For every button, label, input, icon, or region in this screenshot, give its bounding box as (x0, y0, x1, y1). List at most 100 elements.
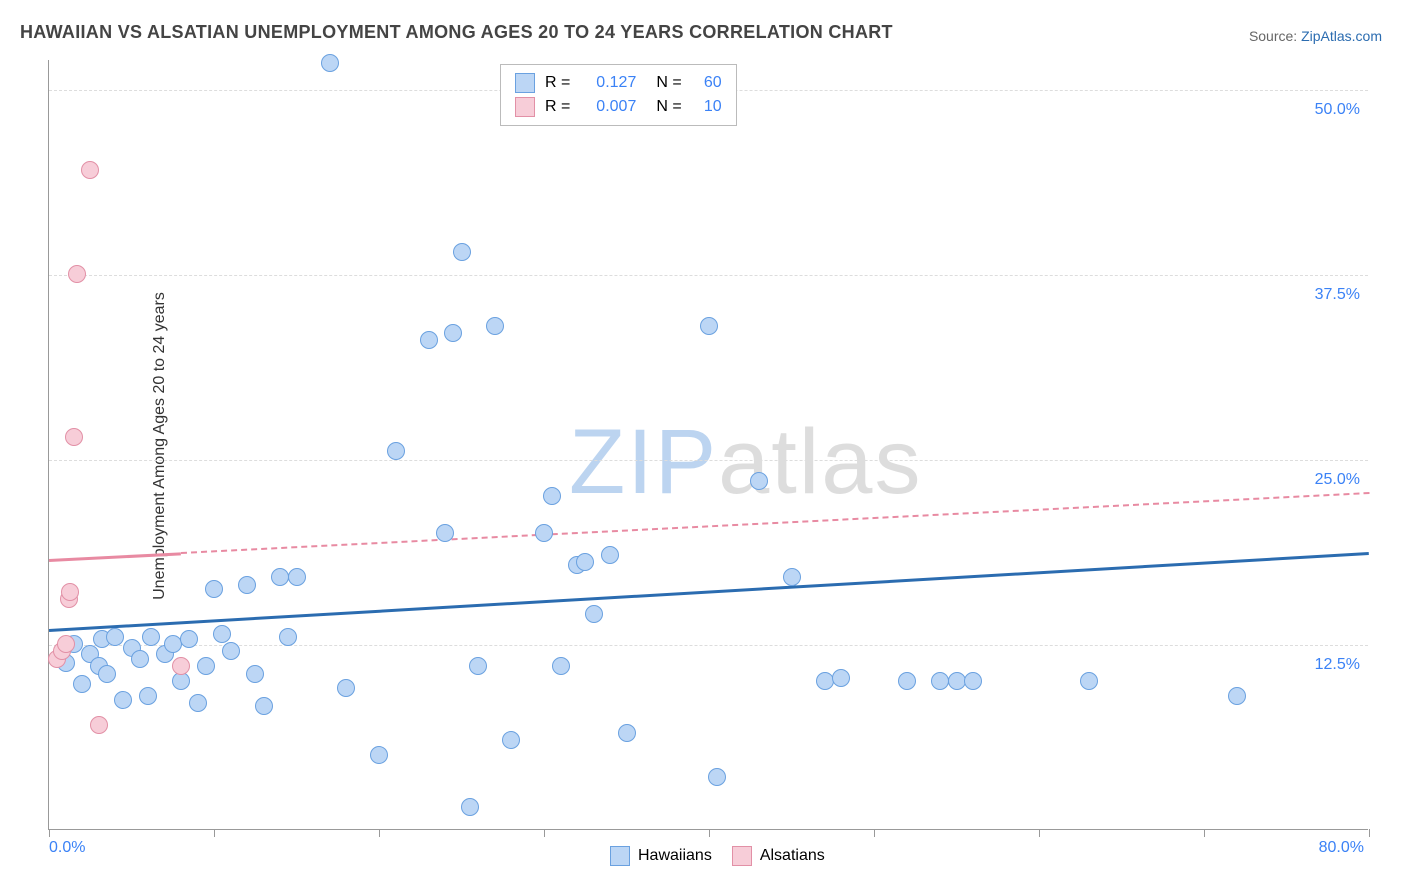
data-point (65, 428, 83, 446)
legend-r-label: R = (545, 74, 570, 92)
legend-swatch (515, 97, 535, 117)
data-point (436, 524, 454, 542)
data-point (750, 472, 768, 490)
legend-r-value: 0.127 (580, 74, 636, 92)
legend-item-label: Hawaiians (638, 847, 712, 865)
data-point (486, 317, 504, 335)
data-point (172, 657, 190, 675)
data-point (197, 657, 215, 675)
data-point (700, 317, 718, 335)
data-point (238, 576, 256, 594)
chart-title: HAWAIIAN VS ALSATIAN UNEMPLOYMENT AMONG … (20, 22, 893, 43)
x-tick (544, 829, 545, 837)
data-point (552, 657, 570, 675)
data-point (68, 265, 86, 283)
legend-item: Alsatians (732, 846, 825, 866)
data-point (142, 628, 160, 646)
data-point (1228, 687, 1246, 705)
trend-line-dashed (181, 492, 1369, 554)
x-tick (379, 829, 380, 837)
data-point (387, 442, 405, 460)
gridline-h (49, 645, 1368, 646)
data-point (61, 583, 79, 601)
source-attribution: Source: ZipAtlas.com (1249, 28, 1382, 44)
trend-line (49, 552, 181, 561)
data-point (469, 657, 487, 675)
scatter-plot-area: ZIPatlas 12.5%25.0%37.5%50.0%0.0%80.0% (48, 60, 1368, 830)
legend-series: Hawaiians Alsatians (610, 846, 825, 866)
x-tick (1204, 829, 1205, 837)
watermark-atlas: atlas (718, 411, 922, 513)
data-point (708, 768, 726, 786)
data-point (444, 324, 462, 342)
legend-swatch (732, 846, 752, 866)
legend-r-label: R = (545, 98, 570, 116)
x-tick (49, 829, 50, 837)
legend-item: Hawaiians (610, 846, 712, 866)
y-tick-label: 37.5% (1315, 286, 1360, 304)
data-point (98, 665, 116, 683)
data-point (502, 731, 520, 749)
x-max-label: 80.0% (1319, 839, 1364, 857)
data-point (576, 553, 594, 571)
x-tick (709, 829, 710, 837)
data-point (180, 630, 198, 648)
x-min-label: 0.0% (49, 839, 85, 857)
legend-stats-box: R = 0.127 N = 60 R =0.007N =10 (500, 64, 737, 126)
data-point (948, 672, 966, 690)
data-point (337, 679, 355, 697)
source-prefix: Source: (1249, 28, 1301, 44)
data-point (898, 672, 916, 690)
data-point (90, 716, 108, 734)
data-point (816, 672, 834, 690)
data-point (222, 642, 240, 660)
data-point (1080, 672, 1098, 690)
data-point (288, 568, 306, 586)
data-point (114, 691, 132, 709)
data-point (255, 697, 273, 715)
data-point (139, 687, 157, 705)
legend-stats-row: R =0.007N =10 (515, 95, 722, 119)
data-point (321, 54, 339, 72)
x-tick (214, 829, 215, 837)
data-point (931, 672, 949, 690)
x-tick (874, 829, 875, 837)
gridline-h (49, 275, 1368, 276)
data-point (131, 650, 149, 668)
data-point (601, 546, 619, 564)
gridline-h (49, 460, 1368, 461)
data-point (461, 798, 479, 816)
watermark: ZIPatlas (569, 410, 922, 515)
data-point (420, 331, 438, 349)
legend-stats-row: R = 0.127 N = 60 (515, 71, 722, 95)
legend-n-value: 60 (692, 74, 722, 92)
data-point (205, 580, 223, 598)
legend-n-label: N = (656, 74, 681, 92)
data-point (271, 568, 289, 586)
data-point (73, 675, 91, 693)
data-point (535, 524, 553, 542)
y-tick-label: 50.0% (1315, 101, 1360, 119)
data-point (213, 625, 231, 643)
data-point (618, 724, 636, 742)
data-point (81, 161, 99, 179)
data-point (57, 635, 75, 653)
data-point (189, 694, 207, 712)
legend-item-label: Alsatians (760, 847, 825, 865)
data-point (543, 487, 561, 505)
y-tick-label: 25.0% (1315, 471, 1360, 489)
data-point (106, 628, 124, 646)
data-point (370, 746, 388, 764)
data-point (164, 635, 182, 653)
data-point (279, 628, 297, 646)
data-point (453, 243, 471, 261)
data-point (783, 568, 801, 586)
watermark-zip: ZIP (569, 411, 718, 513)
y-tick-label: 12.5% (1315, 656, 1360, 674)
legend-swatch (515, 73, 535, 93)
legend-swatch (610, 846, 630, 866)
data-point (246, 665, 264, 683)
data-point (964, 672, 982, 690)
x-tick (1369, 829, 1370, 837)
source-link[interactable]: ZipAtlas.com (1301, 28, 1382, 44)
